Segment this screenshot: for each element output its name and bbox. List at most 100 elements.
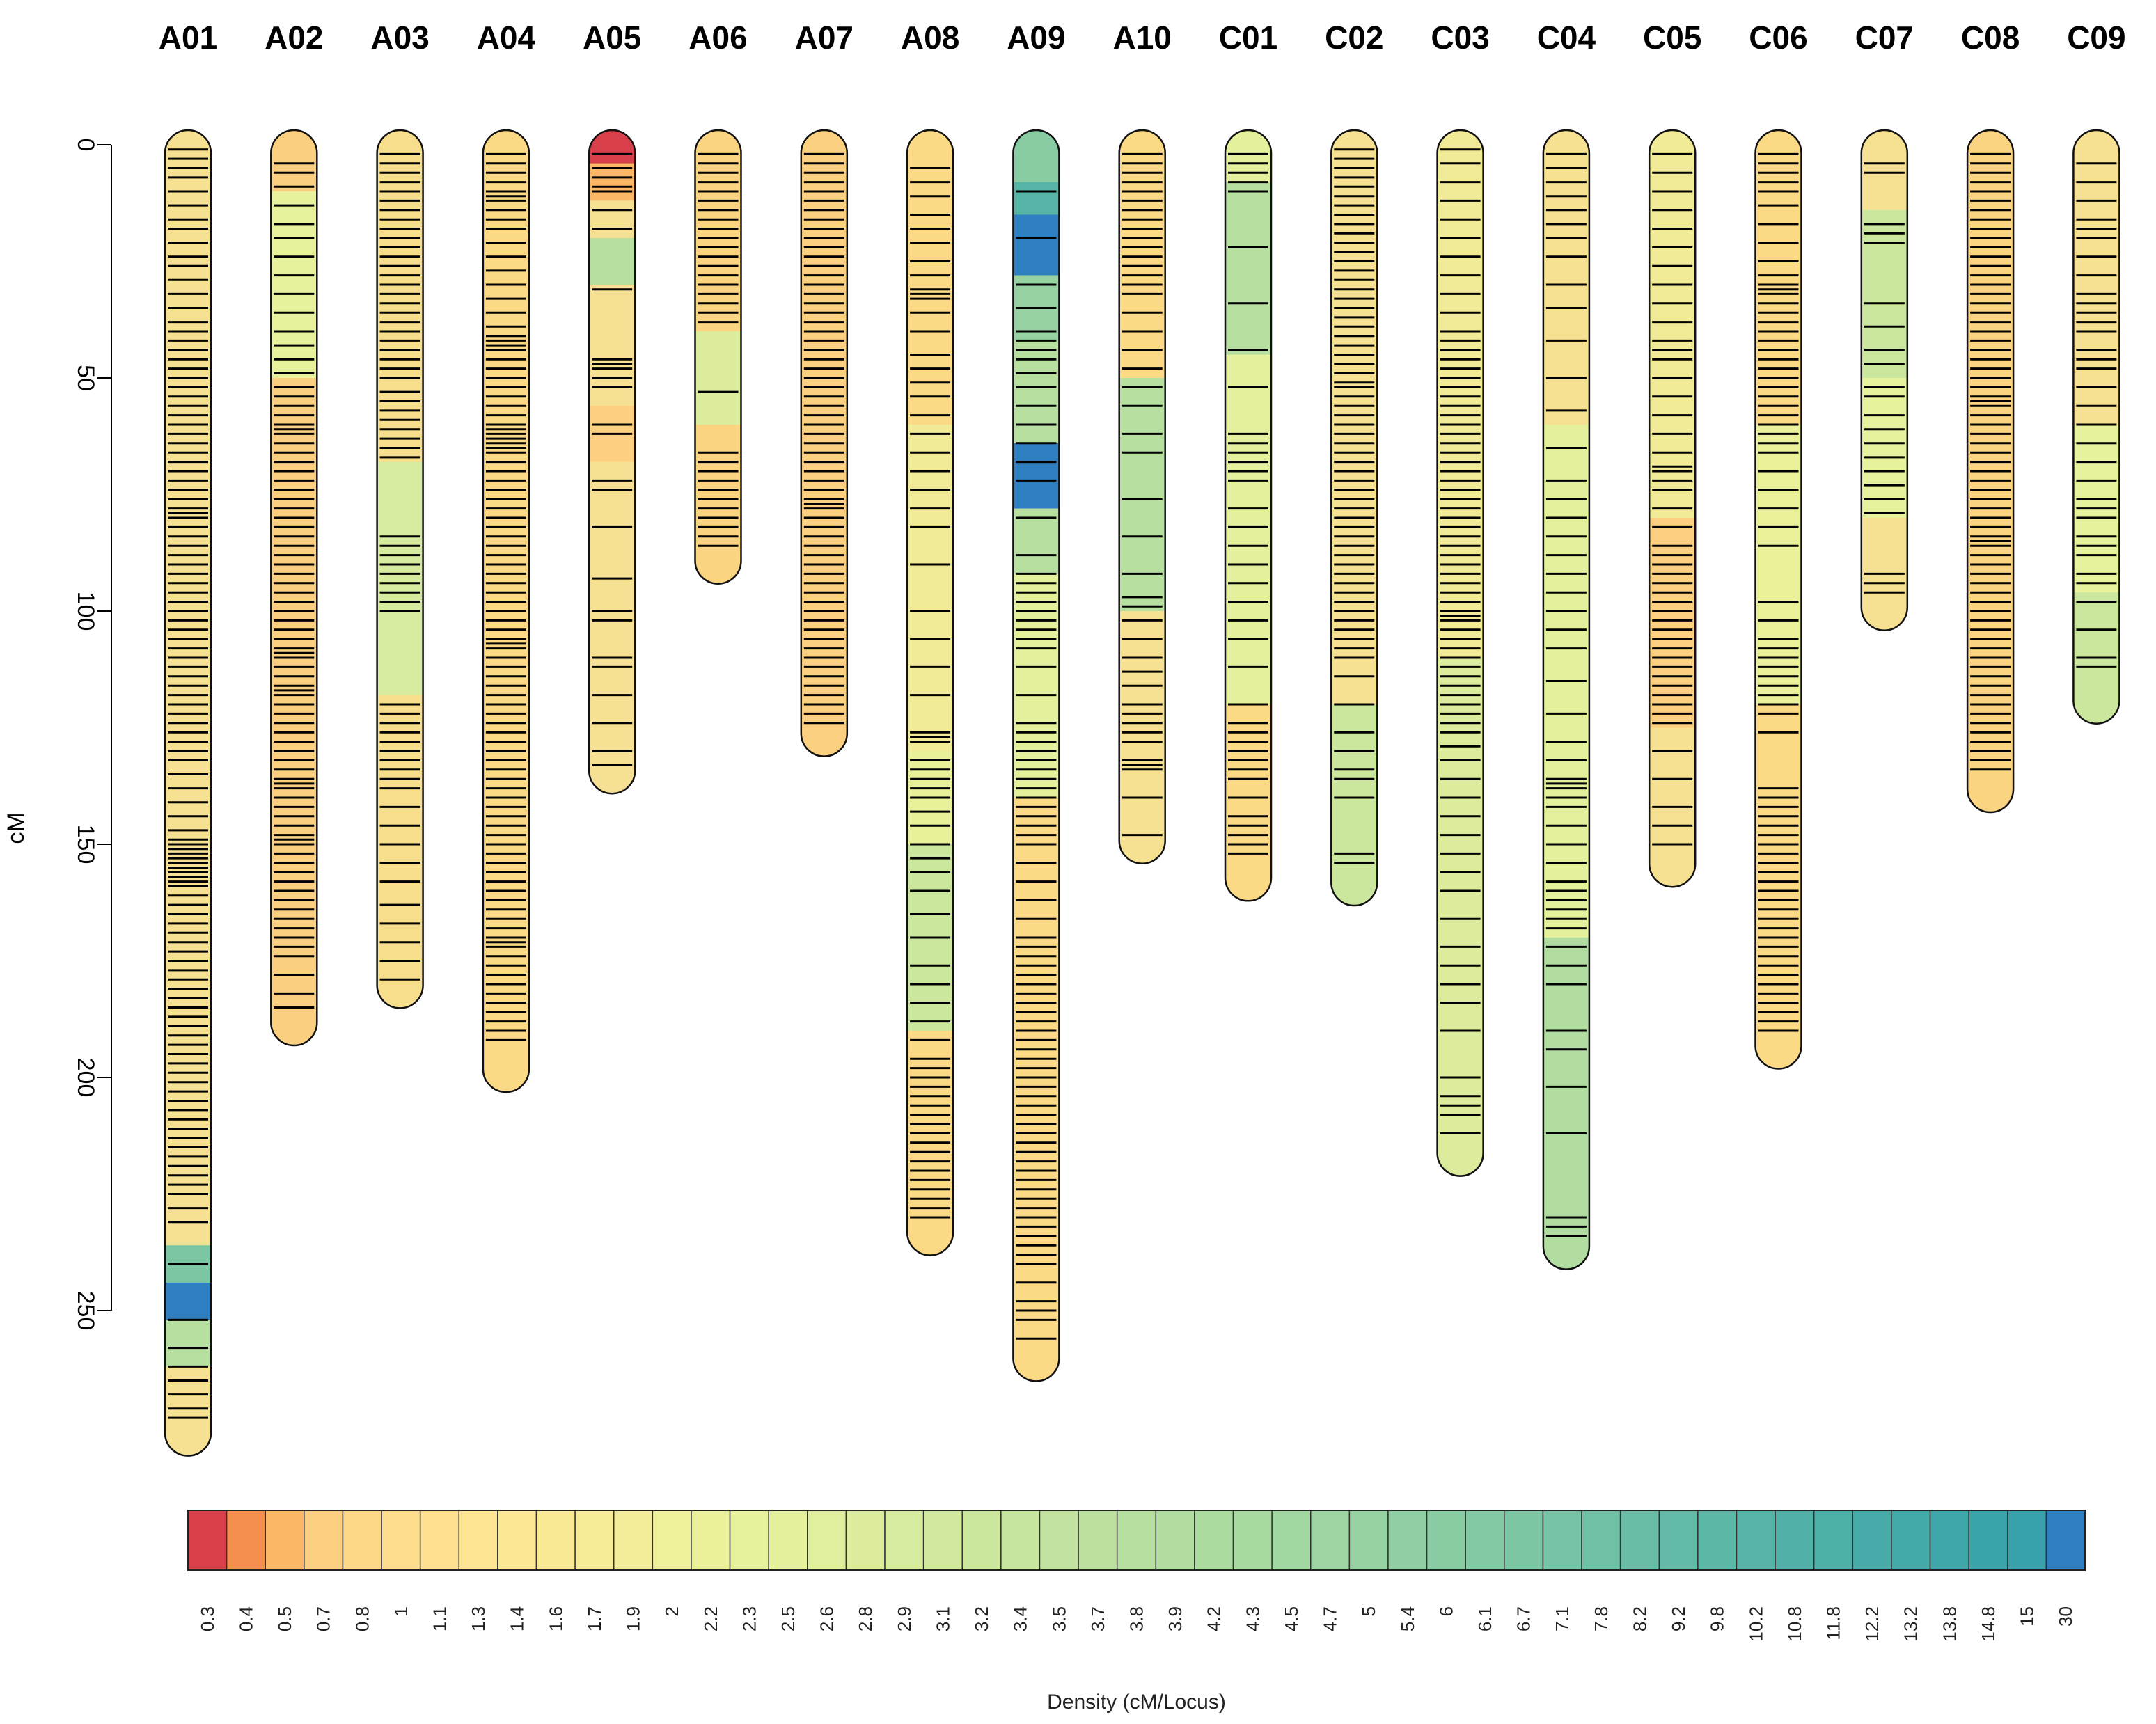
density-band xyxy=(1119,611,1165,864)
density-band xyxy=(1013,214,1060,276)
chromosome-a03 xyxy=(376,129,424,1009)
legend-tick-label: 4.2 xyxy=(1204,1606,1225,1631)
chromosome-label: A04 xyxy=(477,19,536,56)
legend-swatch xyxy=(1813,1510,1854,1571)
legend-tick-label: 1.6 xyxy=(545,1606,566,1631)
legend-swatch xyxy=(1929,1510,1969,1571)
chromosome-outline xyxy=(1118,129,1166,864)
density-band xyxy=(1437,130,1484,658)
chromosome-a07 xyxy=(800,129,849,757)
legend-tick-label: 4.3 xyxy=(1242,1606,1263,1631)
legend-swatch xyxy=(2045,1510,2086,1571)
y-axis-title: cM xyxy=(3,812,29,844)
chromosome-label: A08 xyxy=(901,19,959,56)
y-tick-label: 250 xyxy=(72,1291,99,1331)
chromosome-outline xyxy=(270,129,318,1047)
legend-swatch xyxy=(768,1510,808,1571)
legend-swatch xyxy=(1116,1510,1157,1571)
chromosome-a05 xyxy=(588,129,636,795)
chromosome-label: A10 xyxy=(1113,19,1172,56)
legend-swatch xyxy=(1619,1510,1660,1571)
legend-tick-label: 30 xyxy=(2055,1606,2076,1627)
y-tick-label: 150 xyxy=(72,825,99,864)
chromosome-label: C03 xyxy=(1431,19,1489,56)
legend-swatch xyxy=(304,1510,344,1571)
density-band xyxy=(1437,658,1484,1176)
chromosome-outline xyxy=(800,129,849,757)
chromosome-outline xyxy=(1648,129,1697,888)
legend-tick-label: 5.4 xyxy=(1397,1606,1418,1631)
chromosome-outline xyxy=(906,129,954,1256)
chromosome-label: A02 xyxy=(265,19,323,56)
legend-swatch xyxy=(1736,1510,1776,1571)
y-tick-label: 0 xyxy=(72,139,99,152)
legend-frame xyxy=(187,1510,2086,1571)
legend-tick-label: 1 xyxy=(391,1606,411,1616)
legend-swatch xyxy=(1310,1510,1351,1571)
legend-tick-label: 4.5 xyxy=(1281,1606,1302,1631)
legend-tick-label: 2.6 xyxy=(817,1606,837,1631)
legend-swatch xyxy=(1697,1510,1738,1571)
legend-tick-label: 1.7 xyxy=(584,1606,605,1631)
density-band xyxy=(165,1320,211,1367)
legend-tick-label: 2.8 xyxy=(855,1606,876,1631)
legend-tick-label: 3.1 xyxy=(932,1606,953,1631)
density-band xyxy=(1755,704,1802,1069)
chromosome-outline xyxy=(1330,129,1378,907)
legend-tick-label: 1.4 xyxy=(507,1606,528,1631)
chromosome-c06 xyxy=(1754,129,1802,1070)
legend-swatch xyxy=(497,1510,537,1571)
legend-swatch xyxy=(1155,1510,1195,1571)
chromosome-label: C02 xyxy=(1325,19,1383,56)
density-band xyxy=(1755,130,1802,425)
density-legend: 0.3 0.4 0.5 0.7 0.8 1 1.1 1.3 1.4 1.6 1.7 1.9 2 2.2 2.… xyxy=(187,1510,2086,1714)
density-band xyxy=(1225,704,1271,901)
chromosome-outline xyxy=(694,129,742,585)
chromosome-label: A07 xyxy=(795,19,853,56)
legend-tick-label: 1.9 xyxy=(623,1606,644,1631)
chromosome-outline xyxy=(1224,129,1273,902)
chromosome-a09 xyxy=(1012,129,1060,1382)
legend-tick-label: 13.2 xyxy=(1901,1606,1921,1642)
chromosomes xyxy=(164,129,2120,1457)
legend-swatch xyxy=(1891,1510,1931,1571)
legend-tick-label: 4.7 xyxy=(1320,1606,1341,1631)
chromosome-a08 xyxy=(906,129,954,1256)
density-band xyxy=(165,1282,211,1320)
legend-tick-label: 3.5 xyxy=(1048,1606,1069,1631)
legend-swatch xyxy=(342,1510,382,1571)
legend-swatch xyxy=(884,1510,924,1571)
legend-tick-label: 6 xyxy=(1435,1606,1456,1616)
chromosome-c08 xyxy=(1966,129,2015,814)
legend-swatch xyxy=(1426,1510,1466,1571)
chromosome-label: C05 xyxy=(1643,19,1701,56)
chromosome-c07 xyxy=(1860,129,1909,631)
chromosome-c01 xyxy=(1224,129,1273,902)
density-band xyxy=(271,191,317,378)
chromosome-label: A01 xyxy=(159,19,217,56)
chromosome-label: C08 xyxy=(1961,19,2020,56)
y-tick-label: 200 xyxy=(72,1058,99,1098)
legend-tick-label: 3.8 xyxy=(1126,1606,1147,1631)
chromosome-body xyxy=(165,130,211,1456)
chromosome-c04 xyxy=(1542,129,1591,1270)
chromosome-outline xyxy=(1012,129,1060,1382)
density-band xyxy=(907,130,954,425)
chromosome-outline xyxy=(482,129,530,1093)
density-band xyxy=(1649,130,1696,518)
density-band xyxy=(377,461,423,695)
density-band xyxy=(1861,209,1907,378)
legend-swatch xyxy=(1232,1510,1273,1571)
legend-swatch xyxy=(1271,1510,1312,1571)
legend-tick-label: 3.7 xyxy=(1087,1606,1108,1631)
density-band xyxy=(589,163,636,201)
density-band xyxy=(589,130,636,164)
legend-tick-label: 1.1 xyxy=(429,1606,450,1631)
density-band xyxy=(1331,704,1378,906)
legend-tick-label: 6.1 xyxy=(1474,1606,1495,1631)
legend-swatch xyxy=(226,1510,266,1571)
chromosome-a04 xyxy=(482,129,530,1093)
density-band xyxy=(1543,938,1589,1270)
legend-swatch xyxy=(1658,1510,1699,1571)
legend-tick-label: 10.2 xyxy=(1745,1606,1766,1642)
